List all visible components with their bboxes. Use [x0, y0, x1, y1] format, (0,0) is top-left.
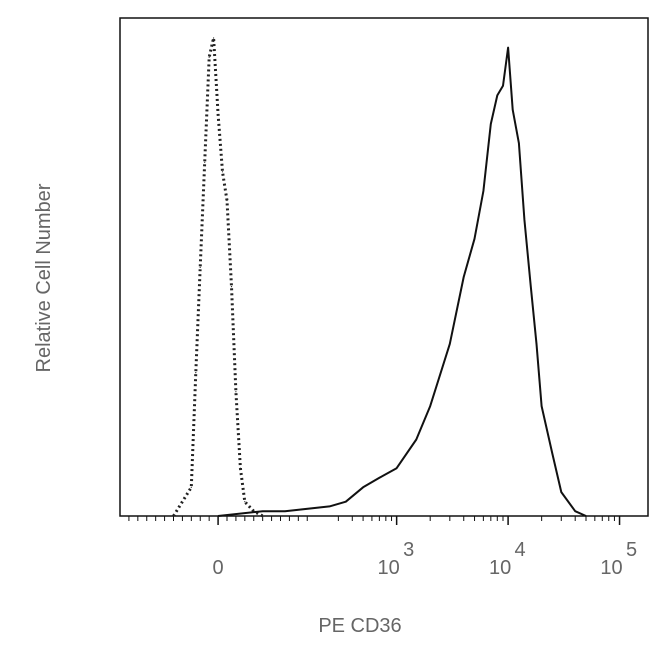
data-point — [396, 467, 398, 469]
x-axis-major-ticks — [217, 516, 621, 525]
data-point — [535, 343, 538, 345]
isotype-control-histogram — [172, 36, 264, 518]
data-point — [523, 219, 526, 221]
data-point — [530, 286, 532, 288]
x-axis-minor-ticks — [128, 516, 615, 521]
data-point — [239, 467, 241, 469]
data-point — [496, 94, 498, 96]
x-axis-label: PE CD36 — [318, 615, 401, 637]
data-point — [415, 438, 417, 441]
data-point — [560, 491, 562, 493]
data-point — [502, 85, 504, 87]
data-point — [199, 266, 201, 268]
data-point — [262, 510, 264, 512]
data-point — [507, 47, 509, 49]
data-point — [284, 510, 286, 512]
data-point — [482, 190, 484, 192]
data-point — [378, 477, 380, 479]
data-point — [235, 391, 237, 393]
x-tick-label-exponent: 3 — [403, 539, 414, 561]
data-point — [328, 505, 331, 507]
data-point — [585, 515, 587, 517]
data-point — [362, 486, 364, 488]
data-point — [449, 343, 451, 345]
data-point — [518, 142, 520, 144]
x-tick-label: 0 — [213, 557, 224, 579]
data-point — [463, 276, 465, 278]
stained-sample-histogram — [217, 46, 587, 517]
data-point — [221, 171, 224, 173]
data-point — [551, 453, 554, 455]
data-point — [473, 238, 476, 240]
data-point — [230, 286, 233, 288]
data-point — [512, 109, 514, 111]
data-point — [204, 161, 206, 163]
data-point — [345, 501, 347, 503]
data-point — [541, 405, 543, 407]
data-point — [574, 510, 576, 512]
x-tick-label-exponent: 5 — [626, 539, 637, 561]
data-point — [217, 113, 219, 116]
data-point — [262, 515, 264, 517]
data-point — [208, 56, 210, 58]
data-point — [213, 37, 215, 39]
series-layer — [172, 36, 587, 518]
x-tick-label: 10 — [489, 557, 511, 579]
y-axis-label: Relative Cell Number — [33, 183, 55, 372]
data-point — [244, 501, 246, 503]
plot-area-frame — [119, 17, 649, 517]
data-point — [217, 515, 219, 517]
data-point — [190, 486, 192, 488]
x-tick-label: 10 — [600, 557, 622, 579]
x-tick-label: 10 — [378, 557, 400, 579]
x-tick-label-exponent: 4 — [515, 539, 526, 561]
data-point — [429, 405, 431, 407]
data-point — [172, 515, 175, 517]
data-point — [490, 123, 492, 125]
data-point — [195, 372, 197, 374]
data-point — [226, 199, 228, 202]
